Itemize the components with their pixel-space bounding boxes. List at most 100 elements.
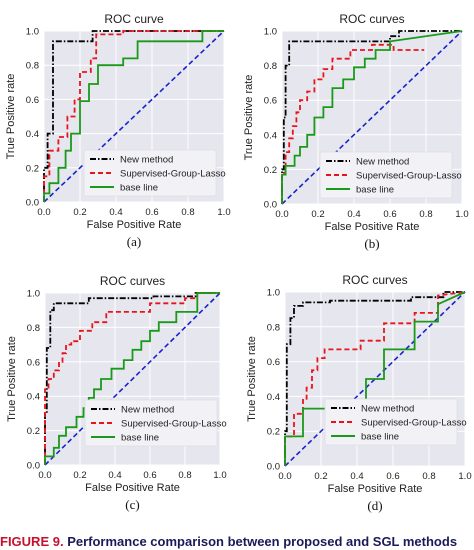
y-axis-label: True Positive rate bbox=[6, 336, 18, 422]
series-line-supervised-group-lasso bbox=[43, 30, 224, 202]
y-tick-label: 0.0 bbox=[267, 462, 280, 473]
series-line-base-line bbox=[44, 292, 220, 465]
legend-label: Supervised-Group-Lasso bbox=[356, 171, 462, 182]
series-line-new-method bbox=[281, 30, 462, 204]
chart-title: ROC curves bbox=[100, 274, 165, 288]
x-tick-label: 0.6 bbox=[386, 471, 399, 482]
series-line-new-method bbox=[284, 291, 465, 466]
x-tick-label: 0.8 bbox=[181, 207, 194, 218]
y-tick-label: 0.6 bbox=[26, 95, 39, 106]
legend: New method Supervised-Group-Lasso base lin… bbox=[84, 399, 227, 447]
x-axis-label: False Positive Rate bbox=[325, 221, 420, 233]
x-axis-label: False Positive Rate bbox=[328, 483, 423, 495]
legend-label: base line bbox=[120, 183, 158, 194]
series-line-base-line bbox=[284, 291, 466, 466]
y-tick-label: 0.2 bbox=[267, 427, 280, 438]
y-tick-label: 0.0 bbox=[27, 461, 40, 472]
x-tick-label: 0.4 bbox=[108, 470, 121, 481]
legend-box bbox=[83, 149, 217, 197]
x-axis-label: False Positive Rate bbox=[87, 219, 182, 231]
legend-label: Supervised-Group-Lasso bbox=[361, 418, 467, 429]
x-tick-label: 0.8 bbox=[422, 471, 435, 482]
roc-panel-4: 0.0 0.2 0.4 0.6 0.8 1.0 0.0 0.2 0.4 0.6 0.8 1.0 ROC … bbox=[246, 273, 472, 513]
legend: New method Supervised-Group-Lasso base lin… bbox=[83, 149, 226, 197]
y-tick-label: 0.4 bbox=[26, 129, 39, 140]
x-tick-label: 0.6 bbox=[143, 470, 156, 481]
legend-box bbox=[319, 151, 453, 199]
panel-label: (c) bbox=[125, 497, 139, 512]
series-line-base-line bbox=[281, 30, 463, 204]
y-tick-label: 0.6 bbox=[267, 357, 280, 368]
y-tick-label: 0.0 bbox=[264, 200, 277, 211]
legend-label: New method bbox=[121, 405, 174, 416]
y-axis-label: True Positive rate bbox=[5, 74, 17, 160]
legend: New method Supervised-Group-Lasso base lin… bbox=[324, 398, 467, 446]
x-tick-label: 0.8 bbox=[178, 470, 191, 481]
y-tick-label: 0.6 bbox=[264, 96, 277, 107]
legend: New method Supervised-Group-Lasso base lin… bbox=[319, 151, 462, 199]
series-line-new-method bbox=[43, 30, 224, 202]
figure-caption: FIGURE 9. Performance comparison between… bbox=[0, 534, 474, 550]
y-tick-label: 1.0 bbox=[267, 288, 280, 299]
series-line-supervised-group-lasso bbox=[44, 292, 220, 465]
diagonal-line bbox=[281, 30, 463, 205]
y-tick-label: 0.8 bbox=[27, 323, 40, 334]
y-axis-label: True Positive rate bbox=[246, 336, 258, 422]
x-tick-label: 0.6 bbox=[383, 209, 396, 220]
y-tick-label: 0.4 bbox=[27, 392, 40, 403]
y-tick-label: 1.0 bbox=[264, 27, 277, 38]
x-tick-label: 1.0 bbox=[458, 471, 471, 482]
caption-label: FIGURE 9. bbox=[0, 534, 64, 549]
y-tick-label: 0.2 bbox=[27, 426, 40, 437]
series-line-base-line bbox=[43, 30, 224, 202]
chart-title: ROC curves bbox=[339, 12, 404, 26]
legend-label: base line bbox=[361, 432, 399, 443]
panel-label: (d) bbox=[367, 498, 382, 513]
x-tick-label: 0.6 bbox=[145, 207, 158, 218]
y-tick-label: 0.8 bbox=[267, 322, 280, 333]
roc-panel-3: 0.0 0.2 0.4 0.6 0.8 1.0 0.0 0.2 0.4 0.6 0.8 1.0 ROC … bbox=[6, 274, 227, 512]
diagonal-line bbox=[44, 292, 221, 466]
y-tick-label: 1.0 bbox=[26, 27, 39, 38]
x-tick-label: 0.0 bbox=[37, 207, 50, 218]
legend-label: base line bbox=[121, 433, 159, 444]
y-axis-label: True Positive rate bbox=[243, 75, 255, 161]
x-tick-label: 0.0 bbox=[278, 471, 291, 482]
x-tick-label: 1.0 bbox=[455, 209, 468, 220]
roc-figure: 0.0 0.2 0.4 0.6 0.8 1.0 0.0 0.2 0.4 0.6 0.8 1.0 ROC … bbox=[5, 12, 472, 513]
panel-label: (b) bbox=[364, 236, 379, 251]
legend-label: New method bbox=[120, 155, 173, 166]
x-tick-label: 0.4 bbox=[350, 471, 363, 482]
y-tick-label: 0.2 bbox=[26, 163, 39, 174]
y-tick-label: 0.8 bbox=[264, 61, 277, 72]
legend-label: New method bbox=[361, 404, 414, 415]
x-tick-label: 0.2 bbox=[314, 471, 327, 482]
chart-title: ROC curves bbox=[342, 273, 407, 287]
y-tick-label: 0.2 bbox=[264, 165, 277, 176]
panel-label: (a) bbox=[127, 234, 141, 249]
x-tick-label: 0.2 bbox=[311, 209, 324, 220]
roc-panel-1: 0.0 0.2 0.4 0.6 0.8 1.0 0.0 0.2 0.4 0.6 0.8 1.0 ROC … bbox=[5, 12, 231, 249]
x-tick-label: 0.4 bbox=[347, 209, 360, 220]
caption-text: Performance comparison between proposed … bbox=[67, 534, 458, 549]
series-line-supervised-group-lasso bbox=[281, 43, 425, 204]
y-tick-label: 0.4 bbox=[264, 130, 277, 141]
x-tick-label: 0.4 bbox=[109, 207, 122, 218]
y-tick-label: 1.0 bbox=[27, 289, 40, 300]
y-tick-label: 0.4 bbox=[267, 392, 280, 403]
roc-panel-2: 0.0 0.2 0.4 0.6 0.8 1.0 0.0 0.2 0.4 0.6 0.8 1.0 ROC … bbox=[243, 12, 469, 251]
x-tick-label: 0.0 bbox=[38, 470, 51, 481]
x-tick-label: 0.8 bbox=[419, 209, 432, 220]
x-tick-label: 0.0 bbox=[275, 209, 288, 220]
legend-box bbox=[84, 399, 218, 447]
legend-label: Supervised-Group-Lasso bbox=[120, 169, 226, 180]
y-tick-label: 0.8 bbox=[26, 61, 39, 72]
x-tick-label: 1.0 bbox=[217, 207, 230, 218]
legend-label: base line bbox=[356, 185, 394, 196]
legend-label: Supervised-Group-Lasso bbox=[121, 419, 227, 430]
legend-box bbox=[324, 398, 458, 446]
chart-title: ROC curve bbox=[104, 12, 164, 26]
series-line-new-method bbox=[44, 292, 220, 465]
x-tick-label: 0.2 bbox=[73, 470, 86, 481]
x-tick-label: 0.2 bbox=[73, 207, 86, 218]
